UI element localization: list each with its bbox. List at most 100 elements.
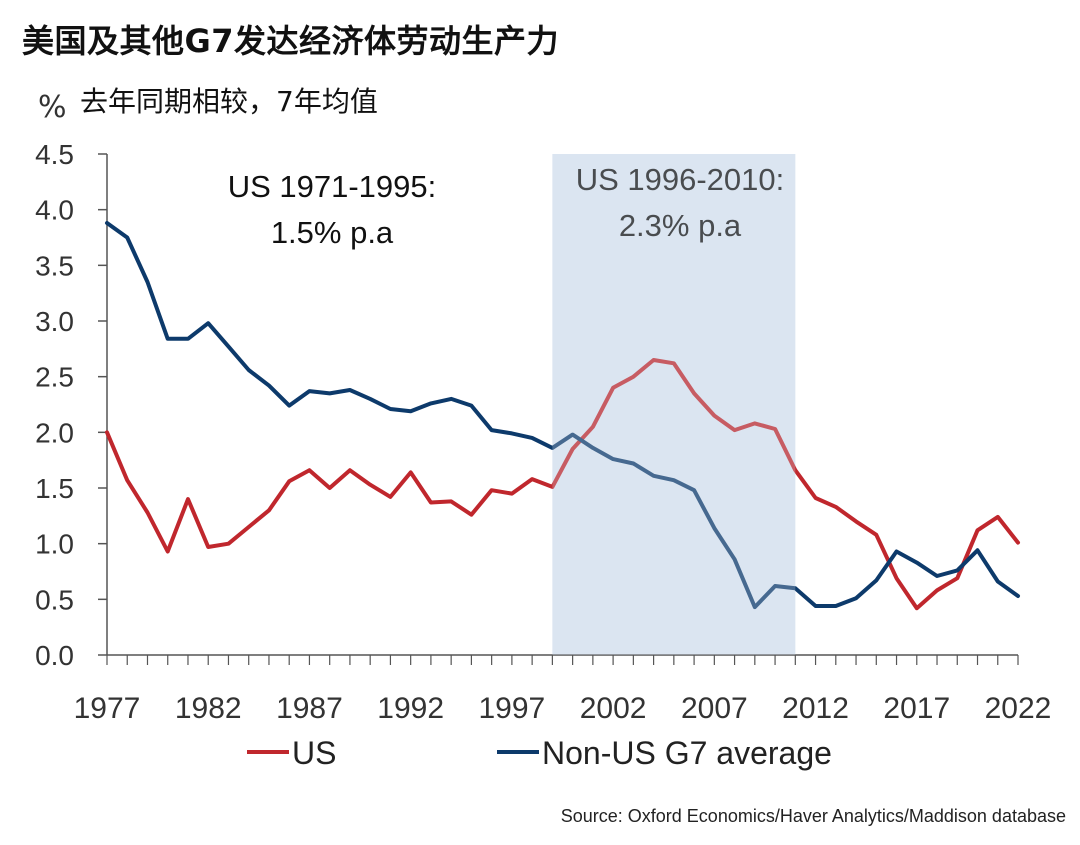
x-tick-label: 1992 <box>377 692 444 725</box>
nonus-point <box>166 337 170 341</box>
us-point <box>712 414 716 418</box>
x-tick-label: 1982 <box>175 692 242 725</box>
us-point <box>186 497 190 501</box>
shaded-period-overlay <box>552 154 796 655</box>
us-point <box>429 500 433 505</box>
us-point <box>611 386 615 390</box>
us-point <box>773 427 777 431</box>
nonus-point <box>874 578 878 583</box>
us-point <box>652 358 656 362</box>
us-point <box>166 549 170 554</box>
chart-subtitle: 去年同期相较，7年均值 <box>80 85 378 118</box>
us-point <box>571 447 575 451</box>
us-point <box>1016 540 1020 545</box>
annotation-rate: 2.3% p.a <box>619 208 742 243</box>
nonus-point <box>348 388 352 392</box>
us-point <box>307 468 312 472</box>
nonus-point <box>571 432 575 437</box>
nonus-point <box>712 526 716 530</box>
nonus-point <box>409 409 413 413</box>
y-tick-label: 4.5 <box>35 139 74 170</box>
us-point <box>388 495 393 499</box>
us-point <box>550 485 554 489</box>
nonus-point <box>125 235 129 240</box>
legend-label: US <box>292 735 336 771</box>
nonus-point <box>834 604 838 608</box>
y-tick-label: 2.0 <box>35 417 74 448</box>
nonus-point <box>611 457 615 461</box>
nonus-point <box>813 604 818 608</box>
nonus-point <box>550 446 554 450</box>
nonus-point <box>287 404 291 408</box>
nonus-point <box>915 560 919 565</box>
nonus-point <box>530 436 534 440</box>
us-point <box>267 508 271 512</box>
us-point <box>813 496 818 500</box>
nonus-point <box>854 596 858 600</box>
x-tick-label: 1997 <box>479 692 546 725</box>
nonus-point <box>490 428 494 432</box>
nonus-point <box>186 337 190 341</box>
nonus-point <box>328 391 332 395</box>
us-point <box>894 576 899 580</box>
us-series-line <box>105 358 1020 611</box>
nonus-point <box>388 407 393 411</box>
nonus-point <box>429 401 433 405</box>
us-point <box>510 491 514 496</box>
us-point <box>834 505 838 509</box>
us-point <box>226 542 231 546</box>
us-point <box>145 510 150 515</box>
nonus-point <box>267 383 271 388</box>
nonus-point <box>206 321 210 325</box>
nonus-g7-series-line <box>105 221 1020 610</box>
us-point <box>469 513 473 517</box>
nonus-point <box>894 549 899 554</box>
nonus-point <box>1016 594 1020 598</box>
nonus-point <box>368 397 372 401</box>
y-tick-label: 0.0 <box>35 640 74 671</box>
x-tick-label: 2017 <box>883 692 950 725</box>
us-point <box>591 425 595 429</box>
nonus-point <box>247 368 251 372</box>
us-point <box>530 477 534 481</box>
us-point <box>449 499 453 503</box>
shaded-period <box>552 154 796 655</box>
us-point <box>287 479 291 483</box>
nonus-point <box>935 574 939 578</box>
us-point <box>874 533 878 537</box>
us-point <box>368 483 372 487</box>
nonus-point <box>955 568 959 572</box>
nonus-point <box>631 461 635 466</box>
nonus-point <box>692 488 696 492</box>
us-point <box>328 486 332 490</box>
us-point <box>975 528 980 532</box>
us-point <box>915 606 919 610</box>
nonus-point <box>145 280 150 284</box>
us-point <box>935 588 939 593</box>
nonus-point <box>975 548 980 552</box>
x-tick-label: 2007 <box>681 692 748 725</box>
x-tick-label: 2002 <box>580 692 647 725</box>
us-point <box>692 391 696 395</box>
y-tick-label: 3.0 <box>35 306 74 337</box>
us-point <box>631 375 635 379</box>
nonus-point <box>773 584 777 588</box>
x-tick-label: 2012 <box>782 692 849 725</box>
y-tick-label: 1.0 <box>35 529 74 560</box>
y-tick-label: 4.0 <box>35 195 74 226</box>
nonus-point <box>652 474 656 478</box>
annotation-rate: 1.5% p.a <box>271 215 394 250</box>
nonus-point <box>510 431 514 436</box>
nonus-point <box>226 345 231 349</box>
nonus-point <box>996 579 1000 584</box>
nonus-point <box>672 478 676 482</box>
us-point <box>672 361 676 365</box>
x-tick-label: 1987 <box>276 692 343 725</box>
annotation-period: US 1971-1995: <box>228 169 437 204</box>
x-tick-label: 1977 <box>74 692 141 725</box>
chart-title: 美国及其他G7发达经济体劳动生产力 <box>22 22 560 60</box>
nonus-point <box>753 605 757 609</box>
nonus-point <box>793 586 797 590</box>
us-point <box>125 478 129 482</box>
us-point <box>490 488 494 492</box>
